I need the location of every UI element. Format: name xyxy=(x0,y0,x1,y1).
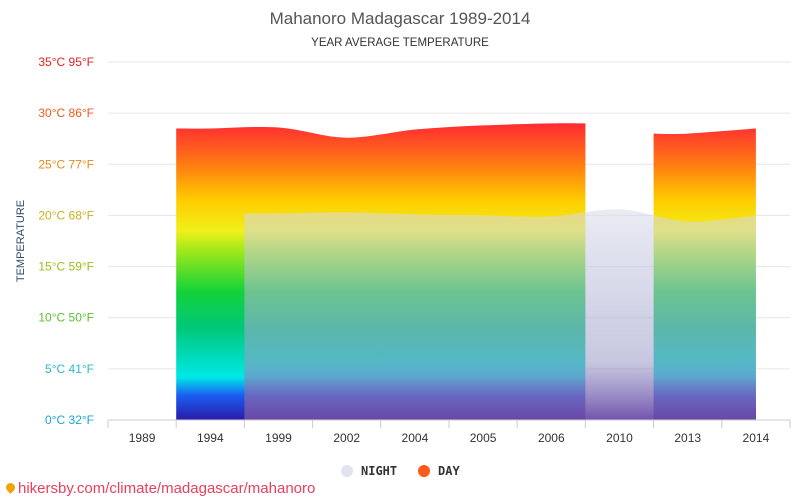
y-tick-label: 5°C 41°F xyxy=(45,362,94,376)
y-axis-ticks: 0°C 32°F 5°C 41°F 10°C 50°F 15°C 59°F 20°C 6… xyxy=(38,55,94,427)
source-text[interactable]: hikersby.com/climate/madagascar/mahanoro xyxy=(18,480,316,497)
y-tick-label: 20°C 68°F xyxy=(38,208,94,222)
x-tick-label: 2004 xyxy=(402,431,429,445)
x-tick-label: 2013 xyxy=(674,431,701,445)
map-pin-icon xyxy=(4,481,17,494)
y-axis-label: TEMPERATURE xyxy=(15,200,27,282)
source-link[interactable]: hikersby.com/climate/madagascar/mahanoro xyxy=(4,480,316,497)
x-tick-label: 1999 xyxy=(265,431,292,445)
series-night xyxy=(244,209,761,420)
legend-night-label[interactable]: NIGHT xyxy=(361,464,397,478)
x-tick-label: 2006 xyxy=(538,431,565,445)
legend-night-marker[interactable] xyxy=(341,465,353,477)
y-tick-label: 15°C 59°F xyxy=(38,260,94,274)
y-tick-label: 25°C 77°F xyxy=(38,157,94,171)
y-tick-label: 30°C 86°F xyxy=(38,106,94,120)
x-tick-label: 1994 xyxy=(197,431,224,445)
legend-day-label[interactable]: DAY xyxy=(438,464,460,478)
y-tick-label: 10°C 50°F xyxy=(38,311,94,325)
x-axis: 1989 1994 1999 2002 2004 2005 2006 2010 2013 2014 xyxy=(107,419,791,445)
y-tick-label: 35°C 95°F xyxy=(38,55,94,69)
y-tick-label: 0°C 32°F xyxy=(45,413,94,427)
x-tick-label: 1989 xyxy=(129,431,156,445)
chart-subtitle: YEAR AVERAGE TEMPERATURE xyxy=(311,37,489,49)
plot-area xyxy=(176,123,761,420)
chart-title: Mahanoro Madagascar 1989-2014 xyxy=(270,9,531,28)
x-tick-label: 2010 xyxy=(606,431,633,445)
x-tick-label: 2014 xyxy=(743,431,770,445)
legend: NIGHT DAY xyxy=(341,464,460,478)
area-night[interactable] xyxy=(244,209,761,420)
x-tick-label: 2005 xyxy=(470,431,497,445)
x-tick-label: 2002 xyxy=(333,431,360,445)
legend-day-marker[interactable] xyxy=(418,465,430,477)
